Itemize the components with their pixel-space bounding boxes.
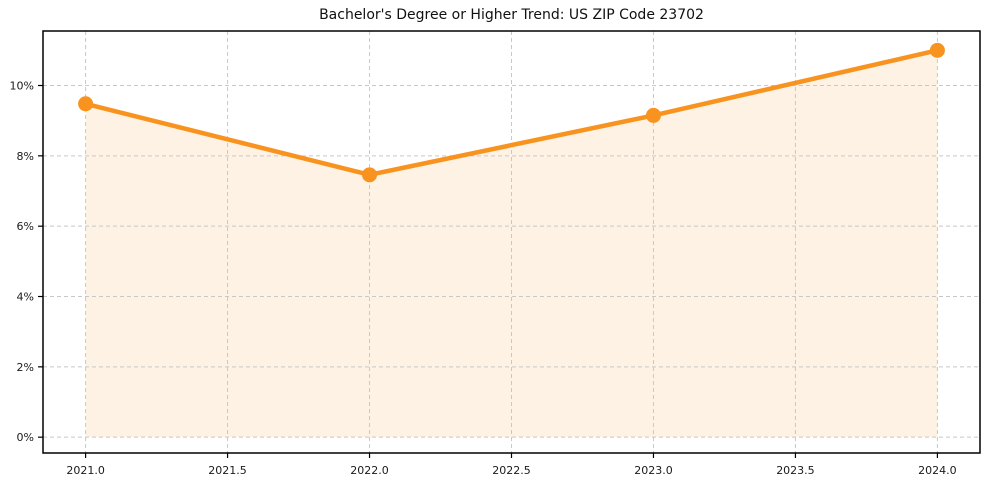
data-point-marker <box>645 107 661 123</box>
x-tick-label: 2023.0 <box>634 464 673 477</box>
x-tick-label: 2023.5 <box>776 464 815 477</box>
x-tick-label: 2022.0 <box>350 464 389 477</box>
y-tick-label: 4% <box>17 291 34 304</box>
data-point-marker <box>78 96 94 112</box>
y-tick-label: 2% <box>17 361 34 374</box>
y-tick-label: 10% <box>10 80 34 93</box>
chart-title: Bachelor's Degree or Higher Trend: US ZI… <box>319 7 704 23</box>
x-tick-label: 2022.5 <box>492 464 531 477</box>
x-tick-label: 2021.5 <box>208 464 247 477</box>
y-tick-label: 6% <box>17 220 34 233</box>
x-tick-label: 2021.0 <box>66 464 105 477</box>
x-tick-label: 2024.0 <box>918 464 957 477</box>
y-tick-label: 0% <box>17 431 34 444</box>
data-point-marker <box>362 167 378 183</box>
trend-line <box>83 48 940 178</box>
y-tick-label: 8% <box>17 150 34 163</box>
data-point-marker <box>929 42 945 58</box>
